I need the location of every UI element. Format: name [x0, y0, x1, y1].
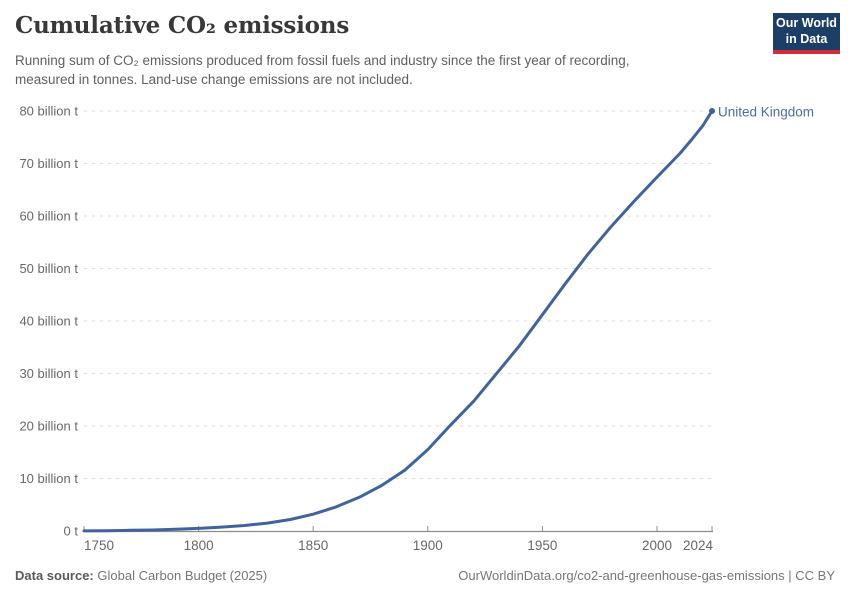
y-axis-tick-label: 80 billion t [19, 104, 78, 119]
data-line-united-kingdom[interactable] [82, 109, 714, 533]
entity-label[interactable]: United Kingdom [718, 105, 814, 120]
owid-logo-line2: in Data [785, 31, 828, 46]
y-axis-tick-label: 10 billion t [19, 471, 78, 486]
data-source-label: Data source: [15, 568, 94, 583]
data-source-value: Global Carbon Budget (2025) [97, 568, 268, 583]
data-line-endpoint [709, 108, 715, 114]
y-axis-tick-label: 50 billion t [19, 261, 78, 276]
x-axis-tick-label: 1950 [527, 538, 557, 553]
chart-subtitle: Running sum of CO₂ emissions produced fr… [15, 51, 630, 89]
y-axis-tick-label: 30 billion t [19, 366, 78, 381]
chart-subtitle-line1: Running sum of CO₂ emissions produced fr… [15, 53, 630, 68]
y-axis-tick-label: 40 billion t [19, 314, 78, 329]
y-axis-tick-label: 60 billion t [19, 209, 78, 224]
x-axis-tick-label: 1850 [298, 538, 328, 553]
y-axis-tick-label: 20 billion t [19, 419, 78, 434]
y-axis-tick-label: 70 billion t [19, 156, 78, 171]
y-axis-tick-label: 0 t [64, 524, 79, 539]
x-axis-tick-label: 1800 [184, 538, 214, 553]
data-source: Data source: Global Carbon Budget (2025) [15, 568, 267, 583]
chart-title: Cumulative CO₂ emissions [15, 12, 350, 39]
owid-logo[interactable]: Our World in Data [773, 13, 840, 54]
chart-subtitle-line2: measured in tonnes. Land-use change emis… [15, 72, 413, 87]
x-axis-tick-label: 2024 [683, 538, 714, 553]
footer-url-link[interactable]: OurWorldinData.org/co2-and-greenhouse-ga… [458, 568, 835, 583]
x-axis-tick-label: 1900 [413, 538, 443, 553]
x-axis-tick-label: 2000 [642, 538, 672, 553]
chart-footer: Data source: Global Carbon Budget (2025)… [15, 568, 835, 583]
owid-logo-line1: Our World [776, 15, 837, 30]
x-axis-tick-label: 1750 [84, 538, 114, 553]
